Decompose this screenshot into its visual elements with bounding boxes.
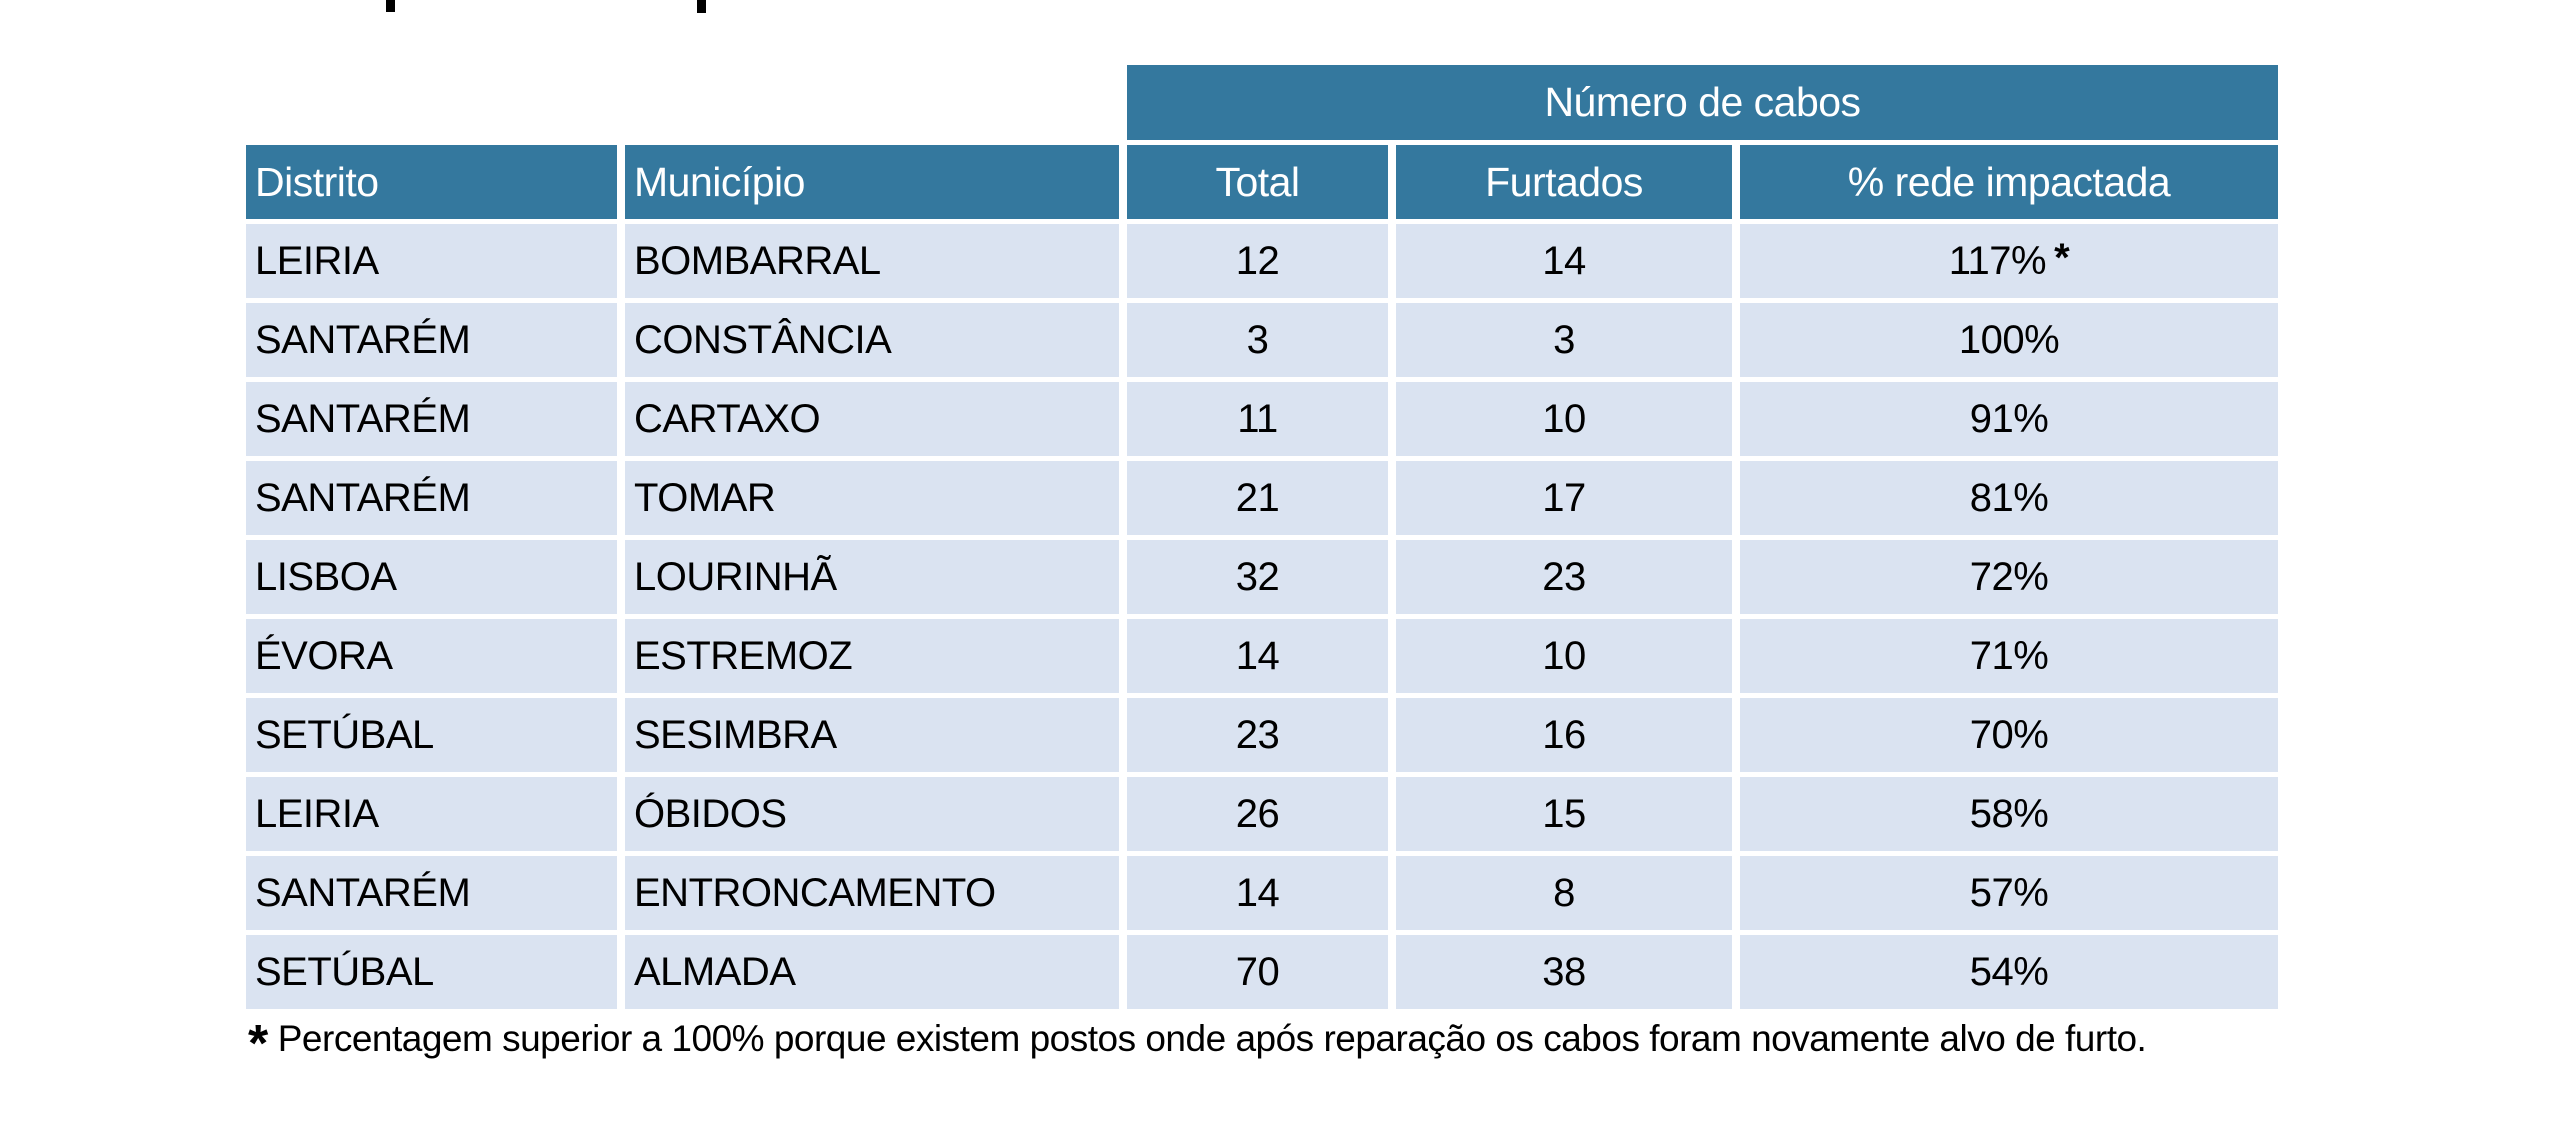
table-cell: 10 [1396, 382, 1732, 456]
table-cell: 38 [1396, 935, 1732, 1009]
table-cell: SESIMBRA [625, 698, 1119, 772]
table-row: SETÚBAL SESIMBRA 23 16 70% [246, 698, 2278, 772]
cropped-title-fragment [697, 0, 706, 13]
table-cell: 3 [1127, 303, 1388, 377]
table-cell: SETÚBAL [246, 935, 617, 1009]
table-cell: 15 [1396, 777, 1732, 851]
table-banner-row: Número de cabos [246, 65, 2278, 140]
table-row: SANTARÉM TOMAR 21 17 81% [246, 461, 2278, 535]
column-header-municipio: Município [625, 145, 1119, 219]
table-cell: 100% [1740, 303, 2278, 377]
table-cell: 14 [1127, 856, 1388, 930]
footnote-asterisk: * [248, 1015, 268, 1073]
cable-theft-table: Número de cabos Distrito Município Total… [246, 65, 2278, 1014]
table-row: SANTARÉM CARTAXO 11 10 91% [246, 382, 2278, 456]
table-cell: ENTRONCAMENTO [625, 856, 1119, 930]
table-cell: CARTAXO [625, 382, 1119, 456]
table-cell: SANTARÉM [246, 856, 617, 930]
table-cell: ESTREMOZ [625, 619, 1119, 693]
table-cell: 16 [1396, 698, 1732, 772]
table-cell: 81% [1740, 461, 2278, 535]
table-cell: 71% [1740, 619, 2278, 693]
table-cell: 21 [1127, 461, 1388, 535]
column-header-furtados: Furtados [1396, 145, 1732, 219]
table-cell: SANTARÉM [246, 461, 617, 535]
table-cell: 23 [1396, 540, 1732, 614]
column-header-total: Total [1127, 145, 1388, 219]
table-cell: 10 [1396, 619, 1732, 693]
table-cell: 3 [1396, 303, 1732, 377]
table-row: SETÚBAL ALMADA 70 38 54% [246, 935, 2278, 1009]
table-cell: 32 [1127, 540, 1388, 614]
table-row: LEIRIA BOMBARRAL 12 14 117% * [246, 224, 2278, 298]
table-cell: 26 [1127, 777, 1388, 851]
table-cell: 58% [1740, 777, 2278, 851]
table-cell: 70 [1127, 935, 1388, 1009]
table-cell: 8 [1396, 856, 1732, 930]
table-cell: SANTARÉM [246, 303, 617, 377]
table-body: LEIRIA BOMBARRAL 12 14 117% * SANTARÉM CONSTÂNC… [246, 224, 2278, 1009]
cropped-title-fragment [386, 0, 395, 12]
table-cell: 117% * [1740, 224, 2278, 298]
table-cell: TOMAR [625, 461, 1119, 535]
table-row: LISBOA LOURINHÃ 32 23 72% [246, 540, 2278, 614]
footnote-text: Percentagem superior a 100% porque exist… [277, 1018, 2147, 1059]
table-cell: SETÚBAL [246, 698, 617, 772]
footnote: * Percentagem superior a 100% porque exis… [248, 1018, 2348, 1070]
table-row: ÉVORA ESTREMOZ 14 10 71% [246, 619, 2278, 693]
table-cell: LISBOA [246, 540, 617, 614]
table-cell: SANTARÉM [246, 382, 617, 456]
table-cell: LEIRIA [246, 224, 617, 298]
table-cell: 54% [1740, 935, 2278, 1009]
table-cell: ALMADA [625, 935, 1119, 1009]
table-cell: LOURINHÃ [625, 540, 1119, 614]
table-cell: CONSTÂNCIA [625, 303, 1119, 377]
table-cell: 17 [1396, 461, 1732, 535]
table-banner: Número de cabos [1127, 65, 2278, 140]
table-cell: 23 [1127, 698, 1388, 772]
table-cell: 12 [1127, 224, 1388, 298]
table-cell: 70% [1740, 698, 2278, 772]
table-cell: BOMBARRAL [625, 224, 1119, 298]
table-cell: LEIRIA [246, 777, 617, 851]
table-cell: ÉVORA [246, 619, 617, 693]
table-cell: 14 [1127, 619, 1388, 693]
table-header-row: Distrito Município Total Furtados % rede… [246, 145, 2278, 219]
table-cell: 57% [1740, 856, 2278, 930]
table-row: LEIRIA ÓBIDOS 26 15 58% [246, 777, 2278, 851]
table-cell: 72% [1740, 540, 2278, 614]
column-header-distrito: Distrito [246, 145, 617, 219]
table-cell: 91% [1740, 382, 2278, 456]
table-cell: 11 [1127, 382, 1388, 456]
table-cell: 14 [1396, 224, 1732, 298]
column-header-rede-impactada: % rede impactada [1740, 145, 2278, 219]
table-row: SANTARÉM ENTRONCAMENTO 14 8 57% [246, 856, 2278, 930]
table-row: SANTARÉM CONSTÂNCIA 3 3 100% [246, 303, 2278, 377]
table-cell: ÓBIDOS [625, 777, 1119, 851]
